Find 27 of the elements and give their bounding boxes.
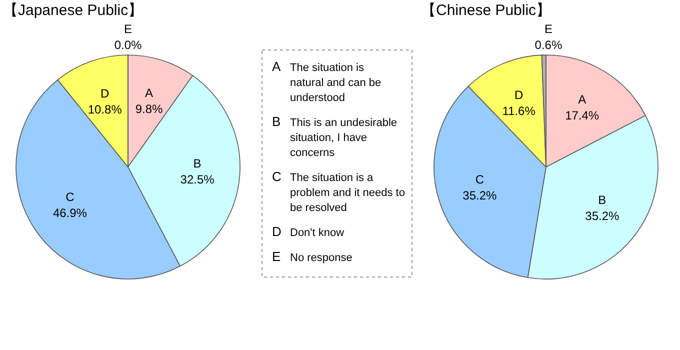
slice-label: D bbox=[514, 88, 524, 102]
slice-label: B bbox=[598, 192, 606, 207]
data-label: 10.8% bbox=[88, 102, 122, 117]
text: A The situation is natural and can be understood bbox=[272, 59, 382, 104]
slice-label: C bbox=[475, 172, 484, 187]
data-label: 35.2% bbox=[585, 208, 620, 223]
slice-label: E bbox=[544, 22, 552, 36]
slice-label: C bbox=[66, 190, 75, 204]
chart-title: 【Chinese Public】 bbox=[421, 2, 552, 19]
category-label: E bbox=[124, 22, 132, 36]
data-label: 11.6% bbox=[502, 104, 536, 118]
slice-label: A bbox=[578, 92, 586, 107]
data-label: 35.2% bbox=[462, 188, 498, 203]
text: C The situation is a problem and it needs to be resolved bbox=[272, 169, 405, 214]
data-label: 46.9% bbox=[52, 206, 88, 220]
text: B This is an undesirable situation, I have concerns bbox=[272, 114, 398, 159]
slice-label: B bbox=[193, 156, 202, 171]
slice-label: A bbox=[145, 86, 154, 100]
data-label: 9.8% bbox=[135, 102, 164, 116]
text: E No response bbox=[272, 249, 352, 264]
text: 0.0% bbox=[114, 38, 142, 52]
text: D Don't know bbox=[272, 224, 344, 239]
chart-title: 【Japanese Public】 bbox=[3, 2, 144, 19]
data-label: 17.4% bbox=[565, 108, 600, 123]
slice-label: D bbox=[100, 86, 110, 101]
data-label: 32.5% bbox=[180, 172, 215, 187]
data-label: 0.6% bbox=[534, 38, 562, 52]
